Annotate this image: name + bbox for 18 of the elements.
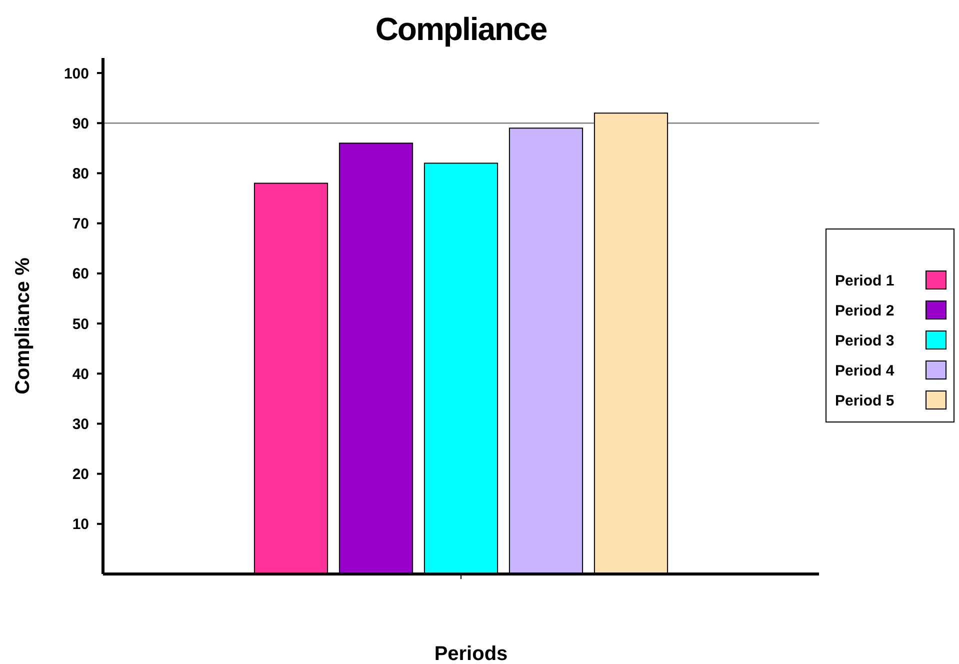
y-tick-label: 30: [72, 416, 89, 433]
y-tick-label: 50: [72, 316, 89, 333]
y-tick-label: 60: [72, 266, 89, 283]
legend-label: Period 3: [835, 332, 894, 350]
chart-title: Compliance: [375, 11, 547, 47]
x-axis-title: Periods: [434, 643, 508, 664]
y-axis-title: Compliance %: [12, 257, 34, 394]
y-tick-label: 20: [72, 466, 89, 484]
legend-label: Period 2: [835, 302, 894, 320]
y-tick-label: 70: [72, 216, 89, 233]
y-tick-label: 100: [64, 65, 89, 82]
y-tick-label: 80: [72, 165, 89, 182]
y-tick-label: 40: [72, 366, 89, 383]
legend-label: Period 4: [835, 362, 895, 380]
y-tick-label: 10: [72, 516, 89, 534]
y-tick-label: 90: [72, 115, 89, 132]
legend-label: Period 5: [835, 392, 894, 410]
legend-label: Period 1: [835, 272, 894, 290]
